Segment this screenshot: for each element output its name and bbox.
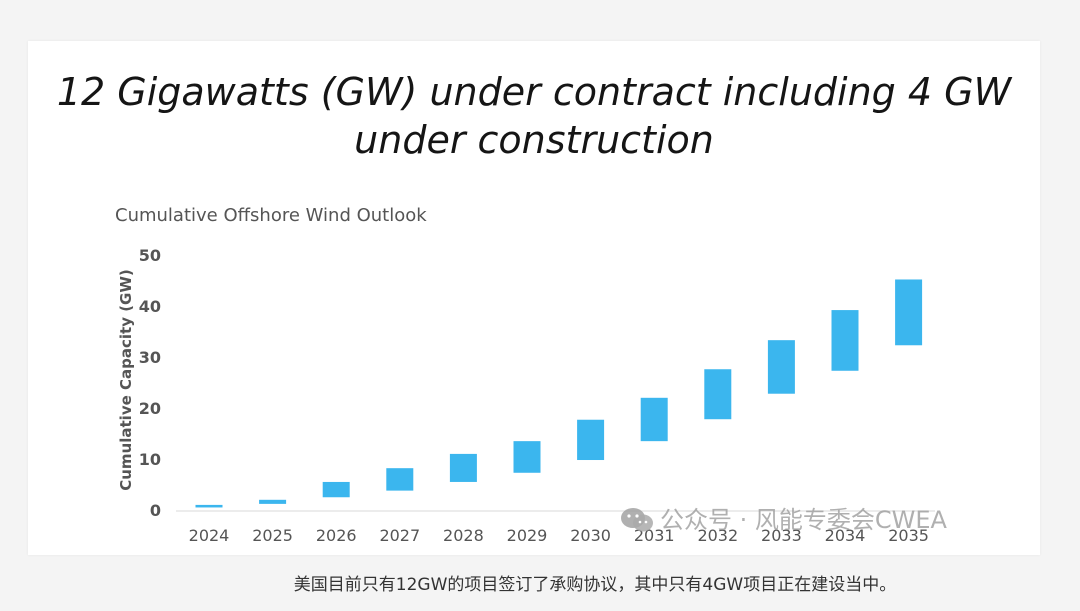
title-line-2: under construction	[354, 118, 714, 162]
bar-2034	[831, 310, 859, 371]
caption-text: 美国目前只有12GW的项目签订了承购协议，其中只有4GW项目正在建设当中。	[293, 575, 897, 595]
x-tick-label: 2032	[697, 526, 738, 545]
x-tick-label: 2027	[379, 526, 420, 545]
bar-2035	[895, 279, 923, 346]
x-axis-ticks: 2024 2025 2026 2027 2028 2029 2030 2031 2032 2033…	[189, 526, 929, 545]
y-tick-label: 20	[139, 399, 161, 418]
bar-2033	[767, 340, 795, 394]
bar-2029	[513, 441, 541, 473]
y-tick-label: 0	[150, 501, 161, 520]
x-tick-label: 2030	[570, 526, 611, 545]
x-tick-label: 2035	[888, 526, 929, 545]
x-tick-label: 2034	[825, 526, 866, 545]
watermark: 公众号 · 风能专委会CWEA	[620, 500, 947, 535]
y-tick-label: 40	[139, 297, 161, 316]
y-axis-label: Cumulative Capacity (GW)	[117, 269, 135, 491]
y-tick-label: 30	[139, 348, 161, 367]
x-tick-label: 2033	[761, 526, 802, 545]
y-tick-label: 10	[139, 450, 161, 469]
y-tick-label: 50	[139, 246, 161, 265]
title-line-1: 12 Gigawatts (GW) under contract includi…	[56, 70, 1012, 114]
bar-2025	[259, 499, 287, 504]
bar-2027	[386, 468, 414, 491]
watermark-text: 公众号 · 风能专委会CWEA	[660, 506, 947, 534]
bar-2028	[449, 453, 477, 482]
bar-2026	[322, 481, 350, 498]
bars-group	[195, 279, 923, 508]
x-tick-label: 2028	[443, 526, 484, 545]
chart-subtitle: Cumulative Offshore Wind Outlook	[115, 205, 427, 226]
page-title: 12 Gigawatts (GW) under contract includi…	[28, 68, 1040, 164]
x-tick-label: 2026	[316, 526, 357, 545]
x-tick-label: 2024	[189, 526, 230, 545]
y-axis-ticks: 0 10 20 30 40 50	[139, 246, 161, 520]
bar-2031	[640, 397, 668, 442]
x-tick-label: 2029	[507, 526, 548, 545]
bar-2024	[195, 504, 223, 508]
bar-2032	[704, 369, 732, 420]
x-tick-label: 2025	[252, 526, 293, 545]
wechat-icon	[621, 508, 653, 532]
bar-2030	[577, 419, 605, 461]
